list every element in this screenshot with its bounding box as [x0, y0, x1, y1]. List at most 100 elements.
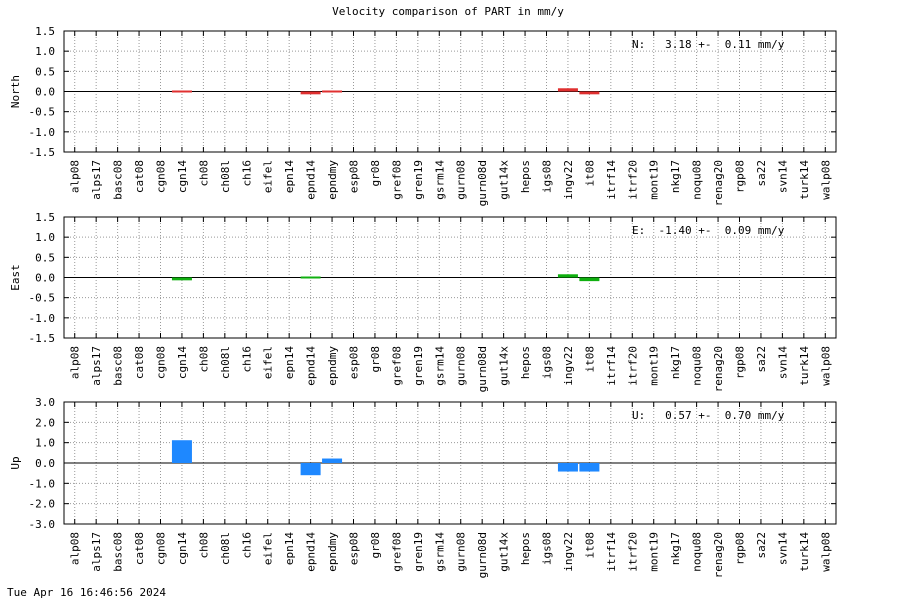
x-tick-label: ch08 — [197, 346, 210, 373]
y-tick-label: 1.0 — [35, 45, 55, 58]
x-tick-label: cgn08 — [155, 532, 168, 565]
y-axis-label: East — [9, 264, 22, 291]
x-tick-label: gref08 — [390, 160, 403, 200]
bar-ingv22 — [557, 274, 578, 278]
x-tick-label: turk14 — [798, 532, 811, 572]
x-tick-label: cgn14 — [176, 532, 189, 565]
x-tick-label: alp08 — [69, 160, 82, 193]
x-tick-label: gsrm14 — [433, 346, 446, 386]
x-tick-label: ch08l — [219, 346, 232, 379]
x-tick-label: epndmy — [326, 346, 339, 386]
y-tick-label: 0.5 — [35, 251, 55, 264]
x-tick-label: alps17 — [90, 532, 103, 572]
x-tick-label: gurn08 — [455, 160, 468, 200]
x-tick-label: hepos — [519, 160, 532, 193]
x-tick-label: svn14 — [776, 160, 789, 193]
x-tick-label: ch08 — [197, 532, 210, 559]
x-tick-label: esp08 — [348, 532, 361, 565]
x-tick-label: eifel — [262, 346, 275, 379]
x-tick-label: mont19 — [648, 532, 661, 572]
x-tick-label: igs08 — [541, 160, 554, 193]
x-tick-label: it08 — [583, 160, 596, 187]
x-tick-label: cgn08 — [155, 160, 168, 193]
x-tick-label: ingv22 — [562, 346, 575, 386]
x-tick-label: alps17 — [90, 346, 103, 386]
chart-title: Velocity comparison of PART in mm/y — [332, 5, 564, 18]
x-tick-label: nkg17 — [669, 160, 682, 193]
y-tick-label: 0.0 — [35, 86, 55, 99]
bar-it08 — [579, 463, 600, 472]
bar-ingv22 — [557, 88, 578, 92]
plot-frame — [63, 216, 837, 339]
x-tick-label: cgn14 — [176, 160, 189, 193]
x-tick-label: gref08 — [390, 532, 403, 572]
x-tick-label: eifel — [262, 160, 275, 193]
x-tick-label: gut14x — [498, 346, 511, 386]
x-tick-label: epn14 — [283, 532, 296, 565]
x-tick-label: itrf14 — [605, 346, 618, 386]
x-tick-label: mont19 — [648, 160, 661, 200]
x-tick-label: gsrm14 — [433, 532, 446, 572]
x-tick-label: ch16 — [240, 160, 253, 187]
x-tick-label: sa22 — [755, 160, 768, 187]
x-tick-label: walp08 — [819, 532, 832, 572]
x-tick-label: gren19 — [412, 532, 425, 572]
x-tick-label: gren19 — [412, 160, 425, 200]
x-tick-label: walp08 — [819, 160, 832, 200]
y-tick-label: 1.5 — [35, 25, 55, 38]
x-tick-label: gurn08d — [476, 532, 489, 578]
x-tick-label: svn14 — [776, 346, 789, 379]
x-tick-label: basc08 — [112, 160, 125, 200]
y-tick-label: 1.5 — [35, 211, 55, 224]
x-tick-label: epndmy — [326, 532, 339, 572]
x-tick-label: itrf14 — [605, 532, 618, 572]
y-tick-label: 3.0 — [35, 396, 55, 409]
chart-panel-0: 1.5 1.0 0.5 0.0 -0.5 -1.0 -1.5 alp08 alps17 basc0… — [9, 25, 837, 206]
y-tick-label: -1.0 — [29, 312, 56, 325]
x-tick-label: epn14 — [283, 160, 296, 193]
x-tick-label: nkg17 — [669, 346, 682, 379]
chart-panel-1: 1.5 1.0 0.5 0.0 -0.5 -1.0 -1.5 alp08 alps17 basc0… — [9, 211, 837, 392]
x-tick-label: gurn08 — [455, 532, 468, 572]
x-tick-label: basc08 — [112, 532, 125, 572]
x-tick-label: ch08 — [197, 160, 210, 187]
x-tick-label: gurn08d — [476, 160, 489, 206]
plot-frame — [63, 30, 837, 153]
x-tick-label: gref08 — [390, 346, 403, 386]
bar-cgn14 — [171, 277, 192, 281]
x-tick-label: rgp08 — [734, 160, 747, 193]
x-tick-label: gr08 — [369, 346, 382, 373]
x-tick-label: igs08 — [541, 532, 554, 565]
stat-annotation: U: 0.57 +- 0.70 mm/y — [632, 409, 785, 422]
y-tick-label: -0.5 — [29, 106, 56, 119]
plot-frame — [63, 401, 837, 525]
x-tick-label: epndmy — [326, 160, 339, 200]
x-tick-label: nkg17 — [669, 532, 682, 565]
y-axis-label: North — [9, 75, 22, 108]
y-tick-label: -3.0 — [29, 518, 56, 531]
x-tick-label: gurn08 — [455, 346, 468, 386]
bar-epnd14 — [300, 463, 321, 476]
x-tick-label: renag20 — [712, 346, 725, 392]
y-tick-label: 1.0 — [35, 437, 55, 450]
x-tick-label: sa22 — [755, 346, 768, 373]
x-tick-label: itrf14 — [605, 160, 618, 200]
x-tick-label: ingv22 — [562, 532, 575, 572]
x-tick-label: gut14x — [498, 160, 511, 200]
x-tick-label: alp08 — [69, 532, 82, 565]
x-tick-label: alps17 — [90, 160, 103, 200]
y-tick-label: 0.0 — [35, 457, 55, 470]
x-tick-label: ch16 — [240, 346, 253, 373]
x-tick-label: igs08 — [541, 346, 554, 379]
x-tick-label: itrf20 — [626, 160, 639, 200]
x-tick-label: walp08 — [819, 346, 832, 386]
x-tick-label: renag20 — [712, 160, 725, 206]
y-tick-label: -2.0 — [29, 498, 56, 511]
x-tick-label: noqu08 — [691, 532, 704, 572]
bar-epnd14 — [300, 91, 321, 95]
x-tick-label: noqu08 — [691, 346, 704, 386]
y-axis-label: Up — [9, 456, 22, 469]
x-tick-label: eifel — [262, 532, 275, 565]
y-tick-label: -1.5 — [29, 332, 56, 345]
